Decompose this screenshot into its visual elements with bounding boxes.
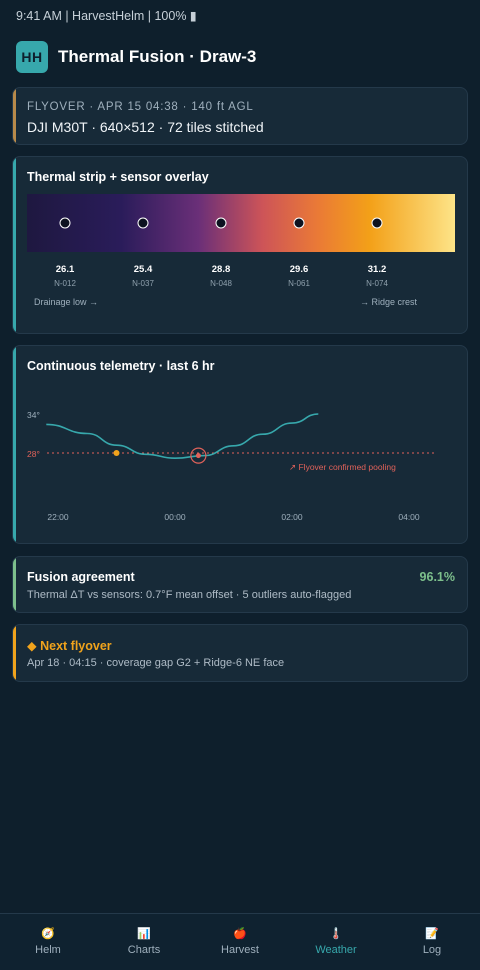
fusion-description: Thermal ΔT vs sensors: 0.7°F mean offset…: [27, 589, 352, 601]
bottom-nav: 🧭 Helm 📊 Charts 🍎 Harvest 🌡️ Weather 📝 L…: [0, 913, 480, 970]
sensor-value: 28.8: [211, 264, 231, 275]
thermometer-icon: 🌡️: [329, 927, 343, 940]
telemetry-series-line: [46, 413, 319, 460]
sensor-value: 29.6: [289, 264, 309, 275]
fusion-title: Fusion agreement: [27, 570, 135, 584]
flyover-meta: FLYOVER · APR 15 04:38 · 140 ft AGL: [27, 101, 254, 113]
x-tick-label: 02:00: [281, 512, 303, 522]
x-tick-label: 00:00: [164, 512, 186, 522]
pooling-annotation: ↗ Flyover confirmed pooling: [289, 462, 396, 472]
x-tick-label: 22:00: [47, 512, 69, 522]
strip-low-label: Drainage low →: [34, 297, 99, 307]
nav-label: Harvest: [221, 943, 259, 956]
sensor-id: N-012: [54, 279, 76, 288]
pooling-marker-ring[interactable]: [190, 447, 207, 464]
pooling-marker-point[interactable]: [195, 453, 201, 459]
sensor-value: 31.2: [367, 264, 387, 275]
nav-label: Helm: [35, 943, 61, 956]
threshold-crossing-point[interactable]: [113, 450, 120, 456]
nav-item-weather[interactable]: 🌡️ Weather: [288, 914, 384, 970]
memo-icon: 📝: [425, 927, 439, 940]
flyover-device: DJI M30T · 640×512 · 72 tiles stitched: [27, 119, 264, 135]
thermal-strip-card: Thermal strip + sensor overlay 26.1 N-01…: [12, 156, 468, 334]
nav-item-helm[interactable]: 🧭 Helm: [0, 914, 96, 970]
telemetry-title: Continuous telemetry · last 6 hr: [27, 359, 215, 373]
nav-label: Weather: [315, 943, 357, 956]
sensor-id: N-074: [366, 279, 388, 288]
telemetry-card: Continuous telemetry · last 6 hr 34° 28°…: [12, 345, 468, 544]
nav-item-charts[interactable]: 📊 Charts: [96, 914, 192, 970]
y-tick-label: 34°: [27, 410, 40, 420]
bar-chart-icon: 📊: [137, 927, 151, 940]
sensor-value: 26.1: [55, 264, 75, 275]
sensor-id: N-061: [288, 279, 310, 288]
next-flyover-description: Apr 18 · 04:15 · coverage gap G2 + Ridge…: [27, 657, 285, 669]
telemetry-chart: 34° 28° ↗ Flyover confirmed pooling 22:0…: [27, 410, 435, 522]
next-flyover-card[interactable]: ◆ Next flyover Apr 18 · 04:15 · coverage…: [12, 624, 468, 682]
threshold-label: 28°: [27, 449, 40, 459]
thermal-strip-title: Thermal strip + sensor overlay: [27, 170, 209, 184]
nav-label: Log: [422, 943, 442, 956]
nav-item-log[interactable]: 📝 Log: [384, 914, 480, 970]
sensor-marker-n-037[interactable]: [137, 217, 149, 229]
sensor-marker-n-012[interactable]: [59, 217, 71, 229]
fusion-card: Fusion agreement 96.1% Thermal ΔT vs sen…: [12, 556, 468, 613]
app-header: HH Thermal Fusion · Draw-3: [16, 41, 464, 73]
compass-icon: 🧭: [41, 927, 55, 940]
sensor-id: N-048: [210, 279, 232, 288]
sensor-value: 25.4: [133, 264, 153, 275]
nav-item-harvest[interactable]: 🍎 Harvest: [192, 914, 288, 970]
sensor-marker-n-048[interactable]: [215, 217, 227, 229]
strip-high-label: → Ridge crest: [359, 297, 417, 307]
status-bar: 9:41 AM | HarvestHelm | 100% ▮: [16, 9, 197, 23]
thermal-strip-image: [27, 194, 455, 252]
fusion-agreement-value: 96.1%: [419, 570, 455, 584]
flyover-card: FLYOVER · APR 15 04:38 · 140 ft AGL DJI …: [12, 87, 468, 145]
sensor-marker-n-074[interactable]: [371, 217, 383, 229]
app-logo: HH: [16, 41, 48, 73]
next-flyover-title: ◆ Next flyover: [27, 639, 112, 653]
sensor-marker-n-061[interactable]: [293, 217, 305, 229]
page-title: Thermal Fusion · Draw-3: [58, 47, 257, 66]
nav-label: Charts: [127, 943, 161, 956]
sensor-id: N-037: [132, 279, 154, 288]
apple-icon: 🍎: [233, 927, 247, 940]
x-tick-label: 04:00: [398, 512, 420, 522]
